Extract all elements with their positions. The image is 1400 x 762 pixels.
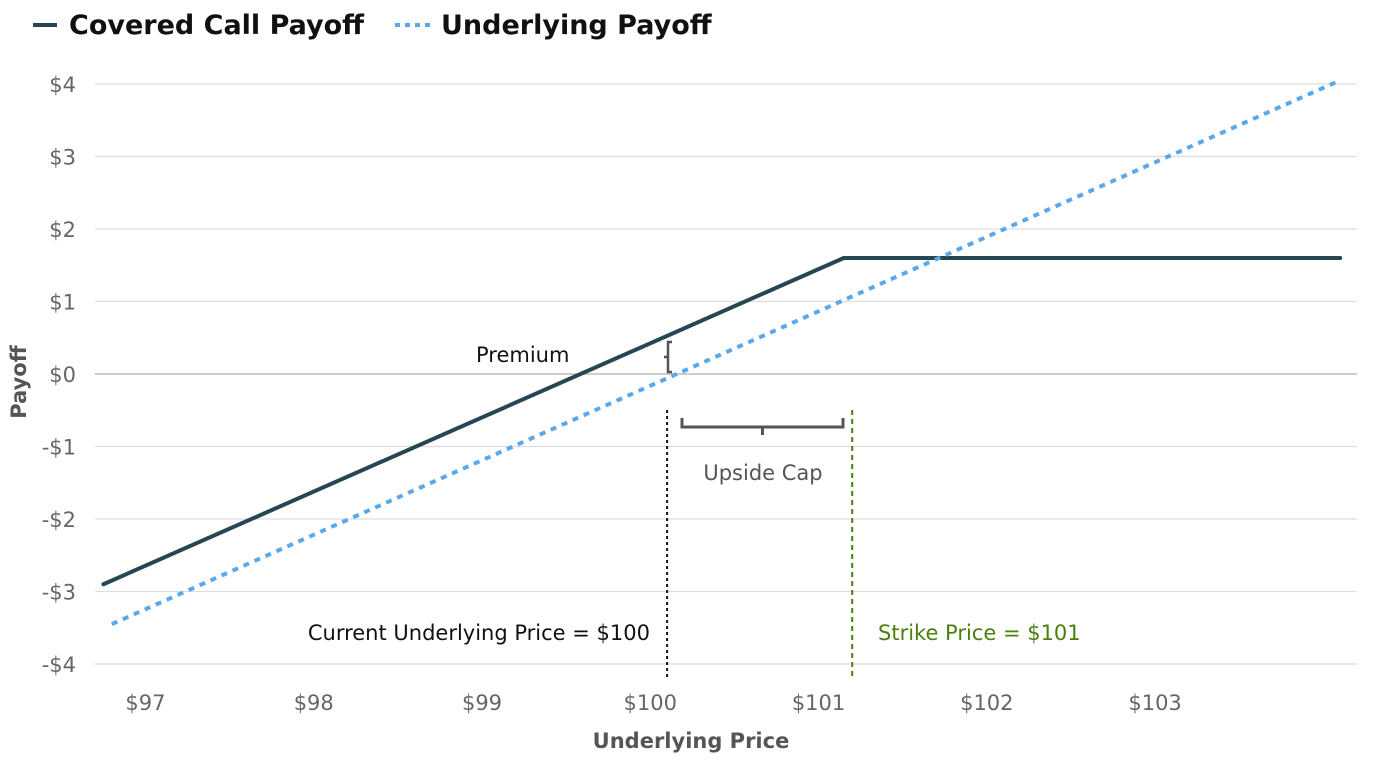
y-tick-label: -$2 — [42, 508, 76, 532]
annotation-layer — [664, 340, 845, 435]
reference-line-layer — [666, 410, 854, 680]
x-tick-label: $101 — [792, 691, 845, 715]
upside-cap-label: Upside Cap — [703, 461, 822, 485]
y-tick-label: $3 — [49, 146, 76, 170]
premium-bracket — [664, 340, 672, 374]
grid-layer — [95, 83, 1357, 665]
x-tick-label: $102 — [960, 691, 1013, 715]
legend-label-covered-call: Covered Call Payoff — [69, 10, 365, 41]
x-tick-label: $97 — [125, 691, 165, 715]
upside-cap-bracket — [680, 418, 845, 435]
covered-call-line — [101, 256, 1343, 587]
premium-label: Premium — [476, 343, 569, 367]
x-axis-title: Underlying Price — [593, 729, 790, 753]
y-tick-label: $1 — [49, 291, 76, 315]
y-tick-label: -$4 — [42, 653, 76, 677]
x-tick-label: $99 — [462, 691, 502, 715]
strike-price-label: Strike Price = $101 — [878, 621, 1081, 645]
y-tick-label: $2 — [49, 218, 76, 242]
y-axis-title: Payoff — [7, 344, 31, 418]
tick-label-layer: $4 $3 $2 $1 $0 -$1 -$2 -$3 -$4 $97 $98 $99 $100 $101 $… — [42, 73, 1182, 715]
underlying-line — [111, 78, 1341, 626]
current-price-label: Current Underlying Price = $100 — [308, 621, 650, 645]
y-tick-label: -$1 — [42, 436, 76, 460]
y-tick-label: $0 — [49, 363, 76, 387]
legend[interactable]: Covered Call Payoff Underlying Payoff — [33, 10, 713, 41]
y-tick-label: $4 — [49, 73, 76, 97]
x-tick-label: $103 — [1128, 691, 1181, 715]
x-tick-label: $100 — [624, 691, 677, 715]
x-tick-label: $98 — [294, 691, 334, 715]
y-tick-label: -$3 — [42, 581, 76, 605]
series-layer — [101, 78, 1343, 626]
legend-label-underlying: Underlying Payoff — [441, 10, 713, 41]
